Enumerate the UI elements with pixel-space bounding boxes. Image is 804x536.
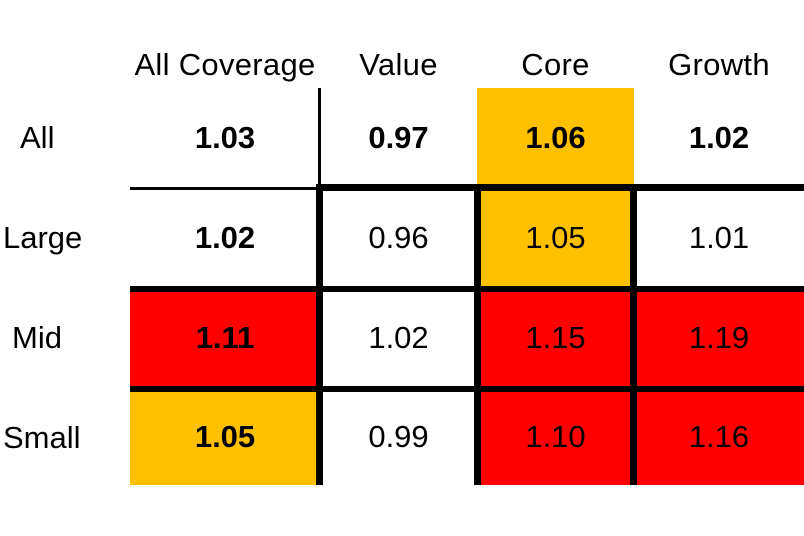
cell-mid-value: 1.02 [320,288,477,388]
cell-large-value: 0.96 [320,188,477,288]
col-divider-value-core [474,184,481,485]
cell-large-growth: 1.01 [634,188,804,288]
cell-large-core: 1.05 [477,188,634,288]
cell-mid-core: 1.15 [477,288,634,388]
row-divider-mid-small [130,386,804,392]
cell-small-core: 1.10 [477,388,634,485]
col-header-core: Core [521,47,590,82]
box-left [316,184,323,485]
divider-all-value-top [318,88,321,188]
cell-large-all-coverage: 1.02 [130,188,320,288]
col-header-all-coverage: All Coverage [134,47,316,82]
row-header-large: Large [3,220,83,255]
col-header-growth: Growth [668,47,770,82]
rule-below-all-row [130,187,320,190]
row-header-all: All [20,120,55,155]
cell-mid-growth: 1.19 [634,288,804,388]
cell-mid-all-coverage: 1.11 [130,288,320,388]
cell-small-growth: 1.16 [634,388,804,485]
cell-all-growth: 1.02 [634,88,804,188]
row-header-mid: Mid [12,320,62,355]
box-top [316,184,804,191]
cell-small-value: 0.99 [320,388,477,485]
col-header-value: Value [359,47,438,82]
col-divider-core-growth [630,184,637,485]
cell-all-value: 0.97 [320,88,477,188]
cell-all-core: 1.06 [477,88,634,188]
cell-all-all-coverage: 1.03 [130,88,320,188]
row-divider-large-mid [130,286,804,292]
cell-small-all-coverage: 1.05 [130,388,320,485]
row-header-small: Small [3,420,81,455]
